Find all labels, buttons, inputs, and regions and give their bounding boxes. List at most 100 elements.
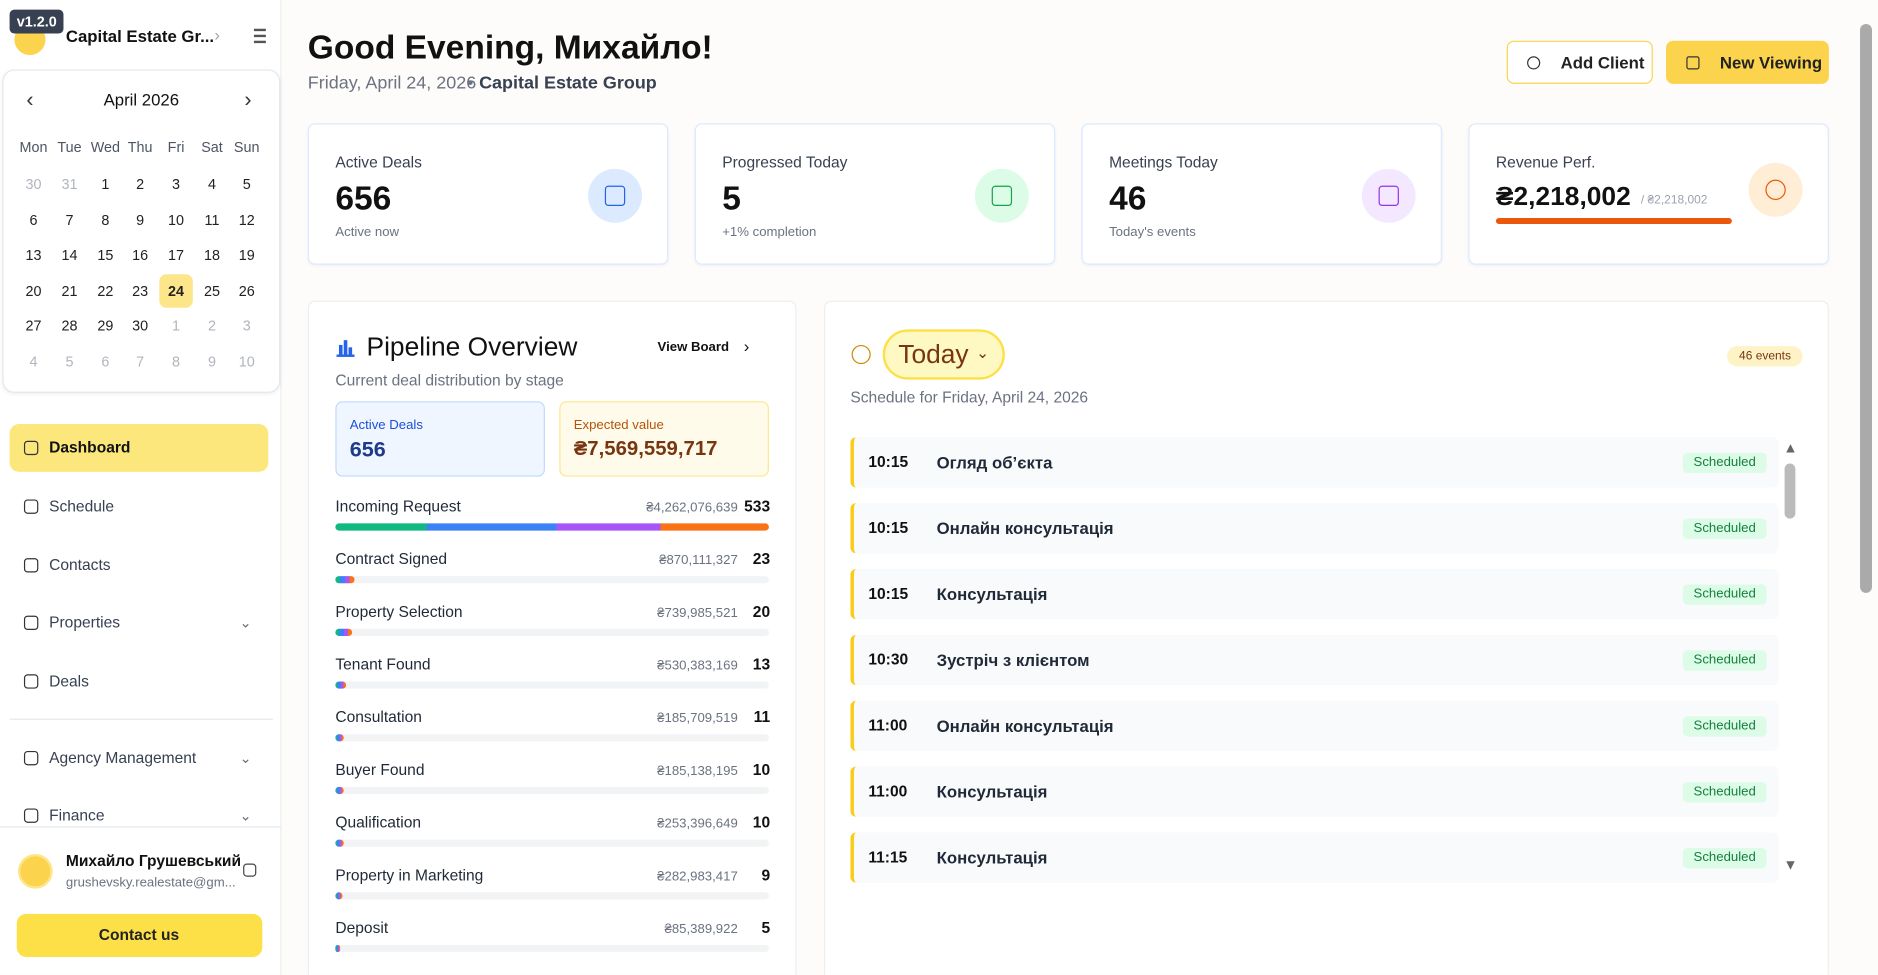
calendar-day[interactable]: 11 <box>204 211 220 229</box>
calendar-day[interactable]: 22 <box>97 282 114 300</box>
calendar-day[interactable]: 21 <box>61 282 78 300</box>
icon <box>23 615 39 630</box>
weekday: Sat <box>201 138 223 156</box>
calendar-day[interactable]: 9 <box>207 353 216 371</box>
view-board[interactable]: View Board <box>657 340 730 355</box>
schedule-item[interactable]: 10:15 Консультація Scheduled <box>850 568 1779 620</box>
company-name: Capital Estate Gr... <box>65 26 215 46</box>
user-email: grushevsky.realestate@gm... <box>65 875 236 890</box>
stage-name: Contract Signed <box>335 549 448 568</box>
calendar-day[interactable]: 15 <box>97 246 114 264</box>
stage-track <box>335 734 769 742</box>
calendar-day[interactable]: 17 <box>168 246 185 264</box>
scroll-down: ▼ <box>1783 856 1798 874</box>
calendar-day[interactable]: 28 <box>61 317 78 335</box>
menu-icon[interactable] <box>253 40 266 43</box>
calendar-day[interactable]: 2 <box>207 317 216 335</box>
calendar-day[interactable]: 10 <box>168 211 185 229</box>
greeting: Good Evening, Михайло! <box>307 28 713 66</box>
calendar-day[interactable]: 23 <box>132 282 149 300</box>
calendar-day[interactable]: 5 <box>65 353 74 371</box>
calendar-day[interactable]: 25 <box>203 282 220 300</box>
stat-sub: Today's events <box>1109 225 1196 240</box>
nav-item[interactable]: Finance <box>49 806 105 825</box>
today-pill[interactable]: Today ⌄ <box>882 329 1005 380</box>
calendar-day[interactable]: 3 <box>242 317 251 335</box>
stat-card: Revenue Perf. ₴2,218,002 / ₴2,218,002 <box>1468 123 1829 265</box>
nav-item[interactable]: Dashboard <box>49 438 131 457</box>
calendar-day[interactable]: 27 <box>25 317 42 335</box>
calendar-day[interactable]: 8 <box>101 211 110 229</box>
separator <box>9 718 274 720</box>
calendar-day[interactable]: 29 <box>97 317 114 335</box>
stage-amount: ₴185,138,195 <box>657 764 738 779</box>
header-button[interactable]: New Viewing <box>1666 40 1829 84</box>
calendar-day[interactable]: 6 <box>29 211 38 229</box>
calendar-day[interactable]: 1 <box>172 317 181 335</box>
calendar-day[interactable]: 30 <box>132 317 149 335</box>
calendar-day[interactable]: 8 <box>172 353 181 371</box>
header-button-label: New Viewing <box>1719 52 1823 72</box>
calendar-day[interactable]: 4 <box>207 176 216 193</box>
item-time: 11:00 <box>868 716 908 735</box>
stage-bar <box>335 734 345 742</box>
calendar-day[interactable]: 16 <box>132 246 149 264</box>
icon <box>23 808 39 823</box>
calendar-day[interactable]: 31 <box>61 176 78 193</box>
nav-item[interactable]: Schedule <box>49 497 115 516</box>
nav-item[interactable]: Deals <box>49 671 89 690</box>
schedule-item[interactable]: 11:00 Консультація Scheduled <box>850 766 1779 817</box>
item-status: Scheduled <box>1682 716 1767 737</box>
schedule-item[interactable]: 10:15 Огляд об’єкта Scheduled <box>850 437 1779 488</box>
nav-item[interactable]: Agency Management <box>49 748 197 767</box>
calendar-day[interactable]: 2 <box>136 176 145 193</box>
calendar-day[interactable]: 5 <box>242 176 251 193</box>
schedule-item[interactable]: 11:15 Консультація Scheduled <box>850 832 1779 883</box>
stat-icon <box>974 168 1029 223</box>
calendar-day[interactable]: 9 <box>136 211 145 229</box>
stat-value: ₴2,218,002 <box>1495 180 1631 211</box>
stage-amount: ₴739,985,521 <box>657 606 738 621</box>
contact-button[interactable]: Contact us <box>16 913 263 957</box>
stage-count: 10 <box>752 813 771 832</box>
icon <box>23 558 39 573</box>
nav-item[interactable]: Contacts <box>49 555 111 574</box>
schedule-item[interactable]: 10:15 Онлайн консультація Scheduled <box>850 503 1779 554</box>
calendar-day[interactable]: 7 <box>136 353 145 371</box>
calendar-day[interactable]: 26 <box>238 282 255 300</box>
stage-name: Buyer Found <box>335 760 425 779</box>
calendar <box>2 69 281 393</box>
schedule-item[interactable]: 11:00 Онлайн консультація Scheduled <box>850 700 1779 751</box>
weekday: Sun <box>233 138 260 156</box>
icon <box>1527 56 1541 70</box>
header-button[interactable]: Add Client <box>1506 40 1653 84</box>
calendar-day[interactable]: 14 <box>61 246 78 264</box>
calendar-day[interactable]: 13 <box>25 246 42 264</box>
stat-value: 656 <box>335 179 392 217</box>
active-box <box>335 401 545 477</box>
stage-bar <box>335 839 344 847</box>
calendar-day[interactable]: 10 <box>238 353 255 371</box>
calendar-day[interactable]: 30 <box>25 176 42 193</box>
calendar-day[interactable]: 19 <box>238 246 255 264</box>
calendar-day[interactable]: 6 <box>101 353 110 371</box>
item-title: Зустріч з клієнтом <box>936 650 1090 670</box>
nav-expand: ⌄ <box>239 749 252 767</box>
calendar-day[interactable]: 3 <box>172 176 181 193</box>
separator <box>0 826 282 828</box>
calendar-prev[interactable]: ‹ <box>26 87 34 112</box>
calendar-next[interactable]: › <box>244 87 252 112</box>
calendar-day[interactable]: 7 <box>65 211 74 229</box>
menu-icon[interactable] <box>253 34 266 37</box>
calendar-day[interactable]: 18 <box>203 246 220 264</box>
weekday: Fri <box>167 138 185 156</box>
calendar-day[interactable]: 4 <box>29 353 38 371</box>
calendar-day[interactable]: 1 <box>101 176 110 193</box>
nav-item[interactable]: Properties <box>49 613 121 632</box>
calendar-day[interactable]: 24 <box>168 282 185 300</box>
calendar-day[interactable]: 12 <box>238 211 255 229</box>
calendar-day[interactable]: 20 <box>25 282 42 300</box>
schedule-item[interactable]: 10:30 Зустріч з клієнтом Scheduled <box>850 634 1779 686</box>
menu-icon[interactable] <box>253 28 266 31</box>
stage-amount: ₴282,983,417 <box>657 869 738 884</box>
